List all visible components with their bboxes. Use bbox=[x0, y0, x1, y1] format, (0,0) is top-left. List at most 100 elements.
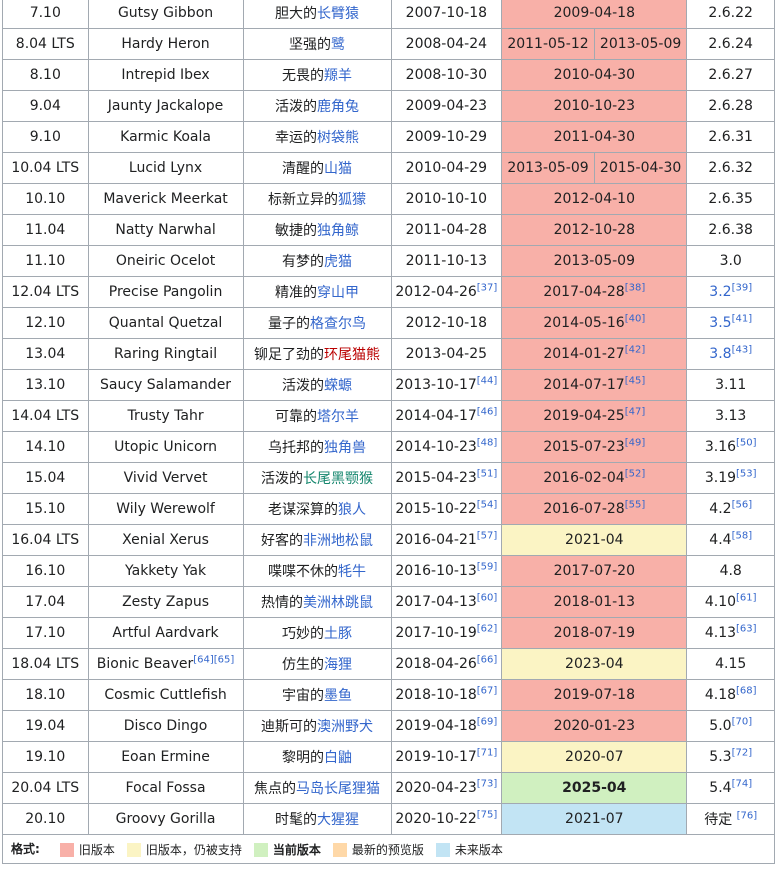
animal-link[interactable]: 大猩猩 bbox=[317, 812, 360, 828]
release-date-text: 2014-10-23 bbox=[395, 439, 477, 455]
chinese-adjective: 迪斯可的 bbox=[261, 719, 318, 735]
legend-label: 最新的预览版 bbox=[351, 843, 424, 857]
animal-link[interactable]: 鹿角兔 bbox=[317, 99, 360, 115]
animal-link[interactable]: 狐獴 bbox=[338, 192, 367, 208]
animal-link[interactable]: 非洲地松鼠 bbox=[303, 533, 374, 549]
reference-link[interactable]: [58] bbox=[731, 530, 753, 542]
reference-link[interactable]: [51] bbox=[476, 468, 498, 480]
animal-link[interactable]: 长臂猿 bbox=[317, 6, 360, 22]
reference-link[interactable]: [62] bbox=[476, 623, 498, 635]
chinese-name-cell: 坚强的鹭 bbox=[242, 28, 392, 60]
reference-link[interactable]: [72] bbox=[731, 747, 753, 759]
reference-link[interactable]: [70] bbox=[731, 716, 753, 728]
animal-link[interactable]: 狼人 bbox=[338, 502, 367, 518]
codename-cell: Hardy Heron bbox=[87, 28, 244, 60]
reference-link[interactable]: [46] bbox=[476, 406, 498, 418]
reference-link[interactable]: [52] bbox=[624, 468, 646, 480]
release-date-cell: 2017-10-19[62] bbox=[390, 617, 503, 649]
animal-link[interactable]: 土豚 bbox=[324, 626, 353, 642]
reference-link[interactable]: [73] bbox=[476, 778, 498, 790]
reference-link[interactable]: [57] bbox=[476, 530, 498, 542]
version-cell: 10.10 bbox=[2, 183, 89, 215]
reference-link[interactable]: [48] bbox=[476, 437, 498, 449]
animal-link[interactable]: 美洲林跳鼠 bbox=[303, 595, 374, 611]
legend-swatch bbox=[253, 842, 268, 857]
reference-link[interactable]: [74] bbox=[731, 778, 753, 790]
codename-cell: Jaunty Jackalope bbox=[87, 90, 244, 122]
codename-cell: Focal Fossa bbox=[87, 772, 244, 804]
codename-cell: Lucid Lynx bbox=[87, 152, 244, 184]
reference-link[interactable]: [37] bbox=[476, 282, 498, 294]
reference-link[interactable]: [53] bbox=[736, 468, 757, 480]
reference-link[interactable]: [76] bbox=[736, 810, 758, 822]
animal-link[interactable]: 环尾猫熊 bbox=[324, 347, 381, 363]
reference-link[interactable]: [56] bbox=[731, 499, 753, 511]
reference-link[interactable]: [50] bbox=[736, 437, 757, 449]
reference-link[interactable]: [42] bbox=[624, 344, 646, 356]
reference-link[interactable]: [38] bbox=[624, 282, 646, 294]
table-row: 17.04 Zesty Zapus 热情的美洲林跳鼠 2017-04-13[60] 20… bbox=[2, 586, 775, 618]
animal-link[interactable]: 澳洲野犬 bbox=[317, 719, 374, 735]
release-date-cell: 2007-10-18 bbox=[390, 0, 503, 29]
release-date-text: 2008-10-30 bbox=[405, 67, 488, 83]
codename-text: Wily Werewolf bbox=[116, 501, 215, 517]
animal-link[interactable]: 独角兽 bbox=[324, 440, 367, 456]
reference-link[interactable]: [54] bbox=[476, 499, 498, 511]
animal-link[interactable]: 白鼬 bbox=[324, 750, 353, 766]
reference-link[interactable]: [44] bbox=[476, 375, 498, 387]
release-date-cell: 2008-10-30 bbox=[390, 59, 503, 91]
animal-link[interactable]: 蝾螈 bbox=[324, 378, 353, 394]
animal-link[interactable]: 塔尔羊 bbox=[317, 409, 360, 425]
codename-text: Vivid Vervet bbox=[123, 470, 208, 486]
reference-link[interactable]: [71] bbox=[476, 747, 498, 759]
reference-link[interactable]: [60] bbox=[476, 592, 498, 604]
animal-link[interactable]: 墨鱼 bbox=[324, 688, 353, 704]
reference-link[interactable]: [49] bbox=[624, 437, 646, 449]
animal-link[interactable]: 长尾黑颚猴 bbox=[303, 471, 374, 487]
release-date-cell: 2018-04-26[66] bbox=[390, 648, 503, 680]
reference-link[interactable]: [40] bbox=[624, 313, 646, 325]
kernel-version-text[interactable]: 3.5 bbox=[709, 315, 732, 331]
codename-cell: Precise Pangolin bbox=[87, 276, 244, 308]
chinese-adjective: 精准的 bbox=[275, 285, 318, 301]
codename-text: Cosmic Cuttlefish bbox=[104, 687, 227, 703]
reference-link[interactable]: [63] bbox=[736, 623, 757, 635]
animal-link[interactable]: 山猫 bbox=[324, 161, 353, 177]
reference-link[interactable]: [61] bbox=[736, 592, 757, 604]
reference-link[interactable]: [59] bbox=[476, 561, 498, 573]
reference-link[interactable]: [69] bbox=[476, 716, 498, 728]
codename-cell: Artful Aardvark bbox=[87, 617, 244, 649]
reference-link[interactable]: [75] bbox=[476, 809, 498, 821]
eol-date-cell: 2018-01-13 bbox=[501, 586, 688, 618]
reference-link[interactable]: [64][65] bbox=[193, 654, 235, 666]
kernel-version-cell: 3.16[50] bbox=[686, 431, 775, 463]
kernel-version-text[interactable]: 3.2 bbox=[709, 284, 732, 300]
reference-link[interactable]: [55] bbox=[624, 499, 646, 511]
table-row: 17.10 Artful Aardvark 巧妙的土豚 2017-10-19[62] 2… bbox=[2, 617, 775, 649]
reference-link[interactable]: [67] bbox=[476, 685, 498, 697]
release-date-text: 2011-10-13 bbox=[405, 253, 488, 269]
animal-link[interactable]: 独角鲸 bbox=[317, 223, 360, 239]
release-date-text: 2007-10-18 bbox=[405, 5, 488, 21]
reference-link[interactable]: [39] bbox=[731, 282, 753, 294]
animal-link[interactable]: 格查尔鸟 bbox=[310, 316, 367, 332]
reference-link[interactable]: [66] bbox=[476, 654, 498, 666]
eol-date-cell: 2015-07-23[49] bbox=[501, 431, 688, 463]
table-row: 15.04 Vivid Vervet 活泼的长尾黑颚猴 2015-04-23[51] 2… bbox=[2, 462, 775, 494]
reference-link[interactable]: [41] bbox=[731, 313, 753, 325]
animal-link[interactable]: 羱羊 bbox=[324, 68, 353, 84]
animal-link[interactable]: 马岛长尾狸猫 bbox=[296, 781, 381, 797]
reference-link[interactable]: [47] bbox=[624, 406, 646, 418]
kernel-version-text[interactable]: 3.8 bbox=[709, 346, 732, 362]
reference-link[interactable]: [68] bbox=[736, 685, 757, 697]
release-date-cell: 2014-04-17[46] bbox=[390, 400, 503, 432]
animal-link[interactable]: 鹭 bbox=[331, 37, 346, 53]
animal-link[interactable]: 牦牛 bbox=[338, 564, 367, 580]
animal-link[interactable]: 海狸 bbox=[324, 657, 353, 673]
reference-link[interactable]: [45] bbox=[624, 375, 646, 387]
animal-link[interactable]: 树袋熊 bbox=[317, 130, 360, 146]
animal-link[interactable]: 穿山甲 bbox=[317, 285, 360, 301]
animal-link[interactable]: 虎猫 bbox=[324, 254, 353, 270]
reference-link[interactable]: [43] bbox=[731, 344, 753, 356]
eol-date-text: 2014-01-27 bbox=[543, 346, 625, 362]
